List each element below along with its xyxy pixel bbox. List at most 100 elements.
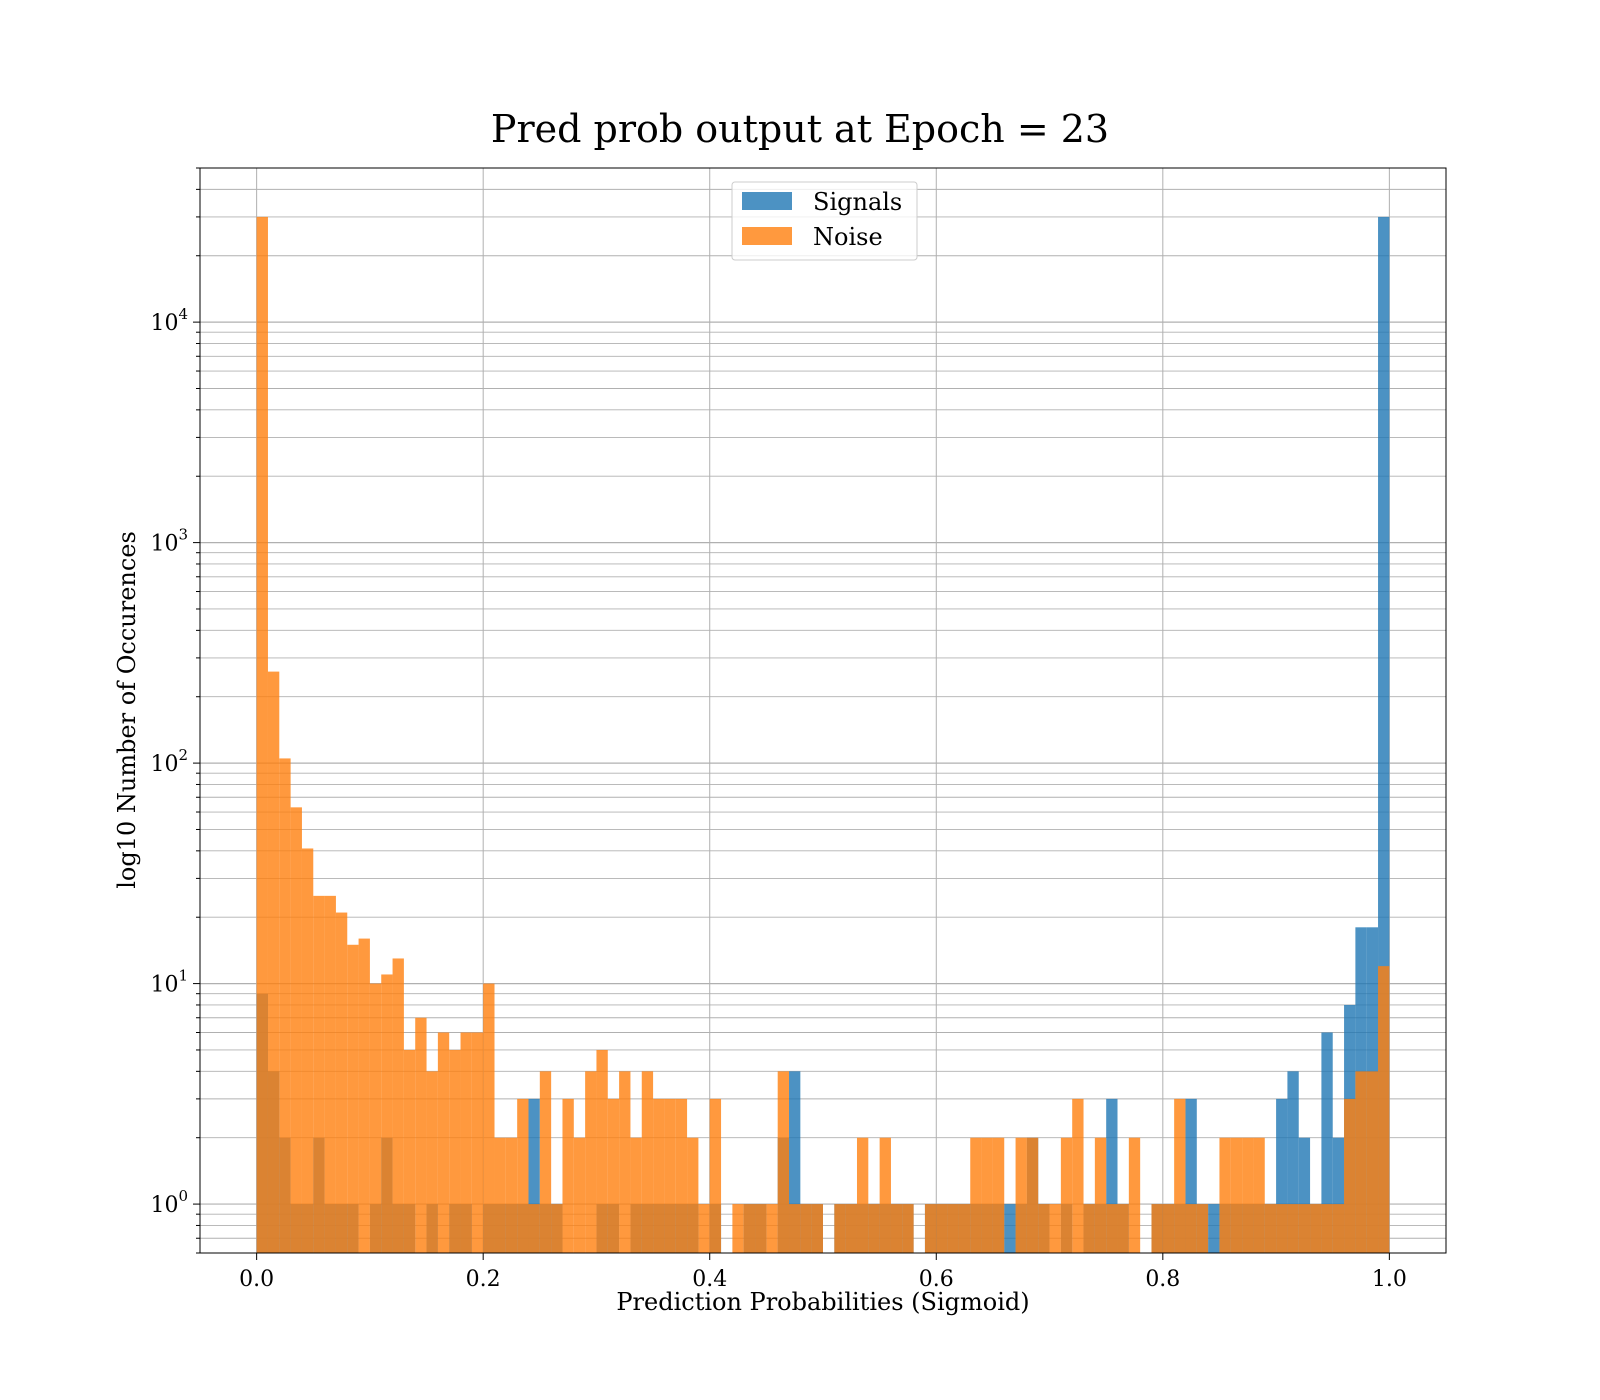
noise-bar [1321, 1204, 1333, 1253]
noise-bar [1060, 1137, 1073, 1253]
noise-bar [415, 1017, 427, 1253]
noise-bar [1310, 1204, 1322, 1253]
y-tick-exponent: 0 [178, 1187, 188, 1205]
noise-bar [551, 1204, 563, 1253]
noise-bar [290, 807, 302, 1253]
noise-bar [460, 1032, 472, 1253]
noise-bar [1242, 1137, 1254, 1253]
noise-bar [1026, 1137, 1039, 1253]
noise-bar [992, 1137, 1005, 1253]
signals-bar [1298, 1137, 1311, 1253]
noise-bar [687, 1137, 699, 1253]
noise-series [256, 216, 1390, 1254]
noise-bar [1015, 1137, 1027, 1253]
noise-bar [755, 1204, 767, 1253]
noise-bar [743, 1204, 756, 1253]
noise-bar [653, 1098, 665, 1253]
noise-bar [1049, 1204, 1061, 1253]
noise-bar [630, 1137, 642, 1253]
noise-bar [698, 1204, 710, 1253]
y-tick-label: 102 [150, 746, 188, 777]
noise-bar [596, 1049, 608, 1253]
noise-bar [664, 1098, 676, 1253]
noise-bar [1344, 1098, 1356, 1253]
noise-bar [1355, 1071, 1367, 1253]
noise-bar [1287, 1204, 1299, 1253]
noise-bar [505, 1137, 518, 1253]
noise-bar [483, 983, 495, 1253]
x-tick-label: 1.0 [1372, 1267, 1407, 1292]
x-axis-label: Prediction Probabilities (Sigmoid) [616, 1288, 1029, 1316]
noise-bar [1151, 1204, 1163, 1253]
signals-bar [1378, 216, 1390, 1254]
noise-bar [1196, 1204, 1209, 1253]
x-tick-label: 0.2 [466, 1267, 501, 1292]
noise-bar [607, 1098, 620, 1253]
noise-bar [1332, 1204, 1345, 1253]
noise-bar [1378, 966, 1390, 1253]
signals-bar [528, 1098, 540, 1253]
noise-bar [1219, 1137, 1231, 1253]
noise-bar [1162, 1204, 1175, 1253]
noise-bar [369, 983, 382, 1253]
noise-bar [1117, 1204, 1129, 1253]
noise-bar [517, 1098, 529, 1253]
noise-bar [766, 1204, 778, 1253]
noise-bar [709, 1098, 722, 1253]
signals-bar [1321, 1032, 1333, 1253]
legend-swatch-signals [742, 192, 792, 210]
noise-bar [347, 944, 359, 1253]
noise-bar [936, 1204, 948, 1253]
noise-bar [924, 1204, 937, 1253]
y-tick-base: 10 [150, 311, 178, 336]
noise-bar [256, 216, 268, 1254]
noise-bar [1230, 1137, 1243, 1253]
y-tick-exponent: 1 [178, 967, 188, 985]
noise-bar [335, 912, 348, 1253]
noise-bar [777, 1071, 790, 1253]
signals-bar [789, 1071, 801, 1253]
noise-bar [426, 1071, 438, 1253]
y-tick-base: 10 [150, 1193, 178, 1218]
noise-bar [732, 1204, 744, 1253]
noise-bar [449, 1049, 461, 1253]
noise-bar [324, 895, 336, 1253]
noise-bar [267, 671, 280, 1253]
noise-bar [856, 1137, 869, 1253]
x-axis-ticks: 0.0 0.2 0.4 0.6 0.8 1.0 [239, 1253, 1407, 1292]
x-tick-label: 0.8 [1145, 1267, 1180, 1292]
signals-bar [1332, 1137, 1345, 1253]
noise-bar [1106, 1204, 1118, 1253]
signals-bar [1106, 1098, 1118, 1253]
y-tick-label: 103 [150, 526, 188, 557]
y-tick-label: 104 [150, 305, 188, 336]
noise-bar [1128, 1137, 1141, 1253]
noise-bar [1072, 1098, 1084, 1253]
signals-bar [1004, 1204, 1016, 1253]
legend-label-noise: Noise [813, 223, 883, 251]
x-tick-label: 0.0 [239, 1267, 274, 1292]
noise-bar [845, 1204, 857, 1253]
noise-bar [279, 758, 291, 1253]
noise-bar [811, 1204, 823, 1253]
y-tick-base: 10 [150, 752, 178, 777]
noise-bar [313, 895, 325, 1253]
y-tick-label: 101 [150, 967, 188, 998]
noise-bar [471, 1032, 484, 1253]
y-tick-exponent: 4 [178, 305, 188, 323]
noise-bar [902, 1204, 914, 1253]
noise-bar [403, 1049, 416, 1253]
noise-bar [970, 1137, 982, 1253]
noise-bar [1038, 1204, 1050, 1253]
noise-bar [675, 1098, 688, 1253]
noise-bar [562, 1098, 574, 1253]
noise-bar [890, 1204, 903, 1253]
signals-bar [1208, 1204, 1220, 1253]
signals-bar [1287, 1071, 1299, 1253]
noise-bar [1253, 1137, 1265, 1253]
legend: Signals Noise [731, 181, 918, 261]
signals-bar [1276, 1098, 1288, 1253]
noise-bar [1083, 1204, 1095, 1253]
